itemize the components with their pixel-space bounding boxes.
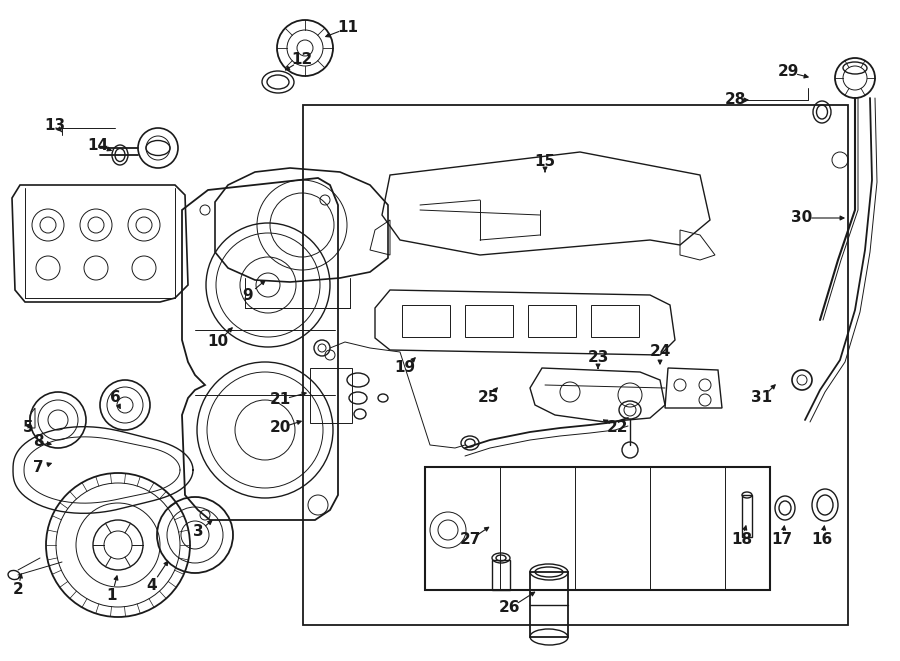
Text: 28: 28: [724, 93, 746, 108]
Bar: [528, 305, 576, 337]
Text: 29: 29: [778, 65, 798, 79]
Text: 23: 23: [588, 350, 608, 366]
Text: 15: 15: [535, 155, 555, 169]
Text: 10: 10: [207, 334, 229, 350]
Text: 24: 24: [649, 344, 670, 360]
Text: 25: 25: [477, 391, 499, 405]
Bar: [492, 560, 510, 590]
Text: 6: 6: [110, 391, 121, 405]
Text: 20: 20: [269, 420, 291, 436]
Text: 27: 27: [459, 533, 481, 547]
Text: 17: 17: [771, 533, 793, 547]
Bar: [591, 305, 639, 337]
Text: 31: 31: [752, 391, 772, 405]
Bar: [742, 495, 752, 537]
Text: 11: 11: [338, 20, 358, 36]
Bar: [402, 305, 450, 337]
Text: 22: 22: [608, 420, 629, 436]
Text: 19: 19: [394, 360, 416, 375]
Text: 18: 18: [732, 533, 752, 547]
Bar: [530, 572, 568, 637]
Text: 4: 4: [147, 578, 158, 592]
Text: 2: 2: [13, 582, 23, 598]
Text: 26: 26: [500, 600, 521, 615]
Text: 13: 13: [44, 118, 66, 132]
Text: 21: 21: [269, 393, 291, 407]
Text: 14: 14: [87, 137, 109, 153]
Text: 30: 30: [791, 210, 813, 225]
Text: 16: 16: [812, 533, 833, 547]
Bar: [465, 305, 513, 337]
Text: 3: 3: [193, 524, 203, 539]
Text: 8: 8: [32, 434, 43, 449]
Bar: [310, 368, 352, 423]
Text: 7: 7: [32, 461, 43, 475]
Text: 1: 1: [107, 588, 117, 602]
Text: 9: 9: [243, 288, 253, 303]
Text: 5: 5: [22, 420, 33, 436]
Text: 12: 12: [292, 52, 312, 67]
Bar: [303, 105, 848, 625]
